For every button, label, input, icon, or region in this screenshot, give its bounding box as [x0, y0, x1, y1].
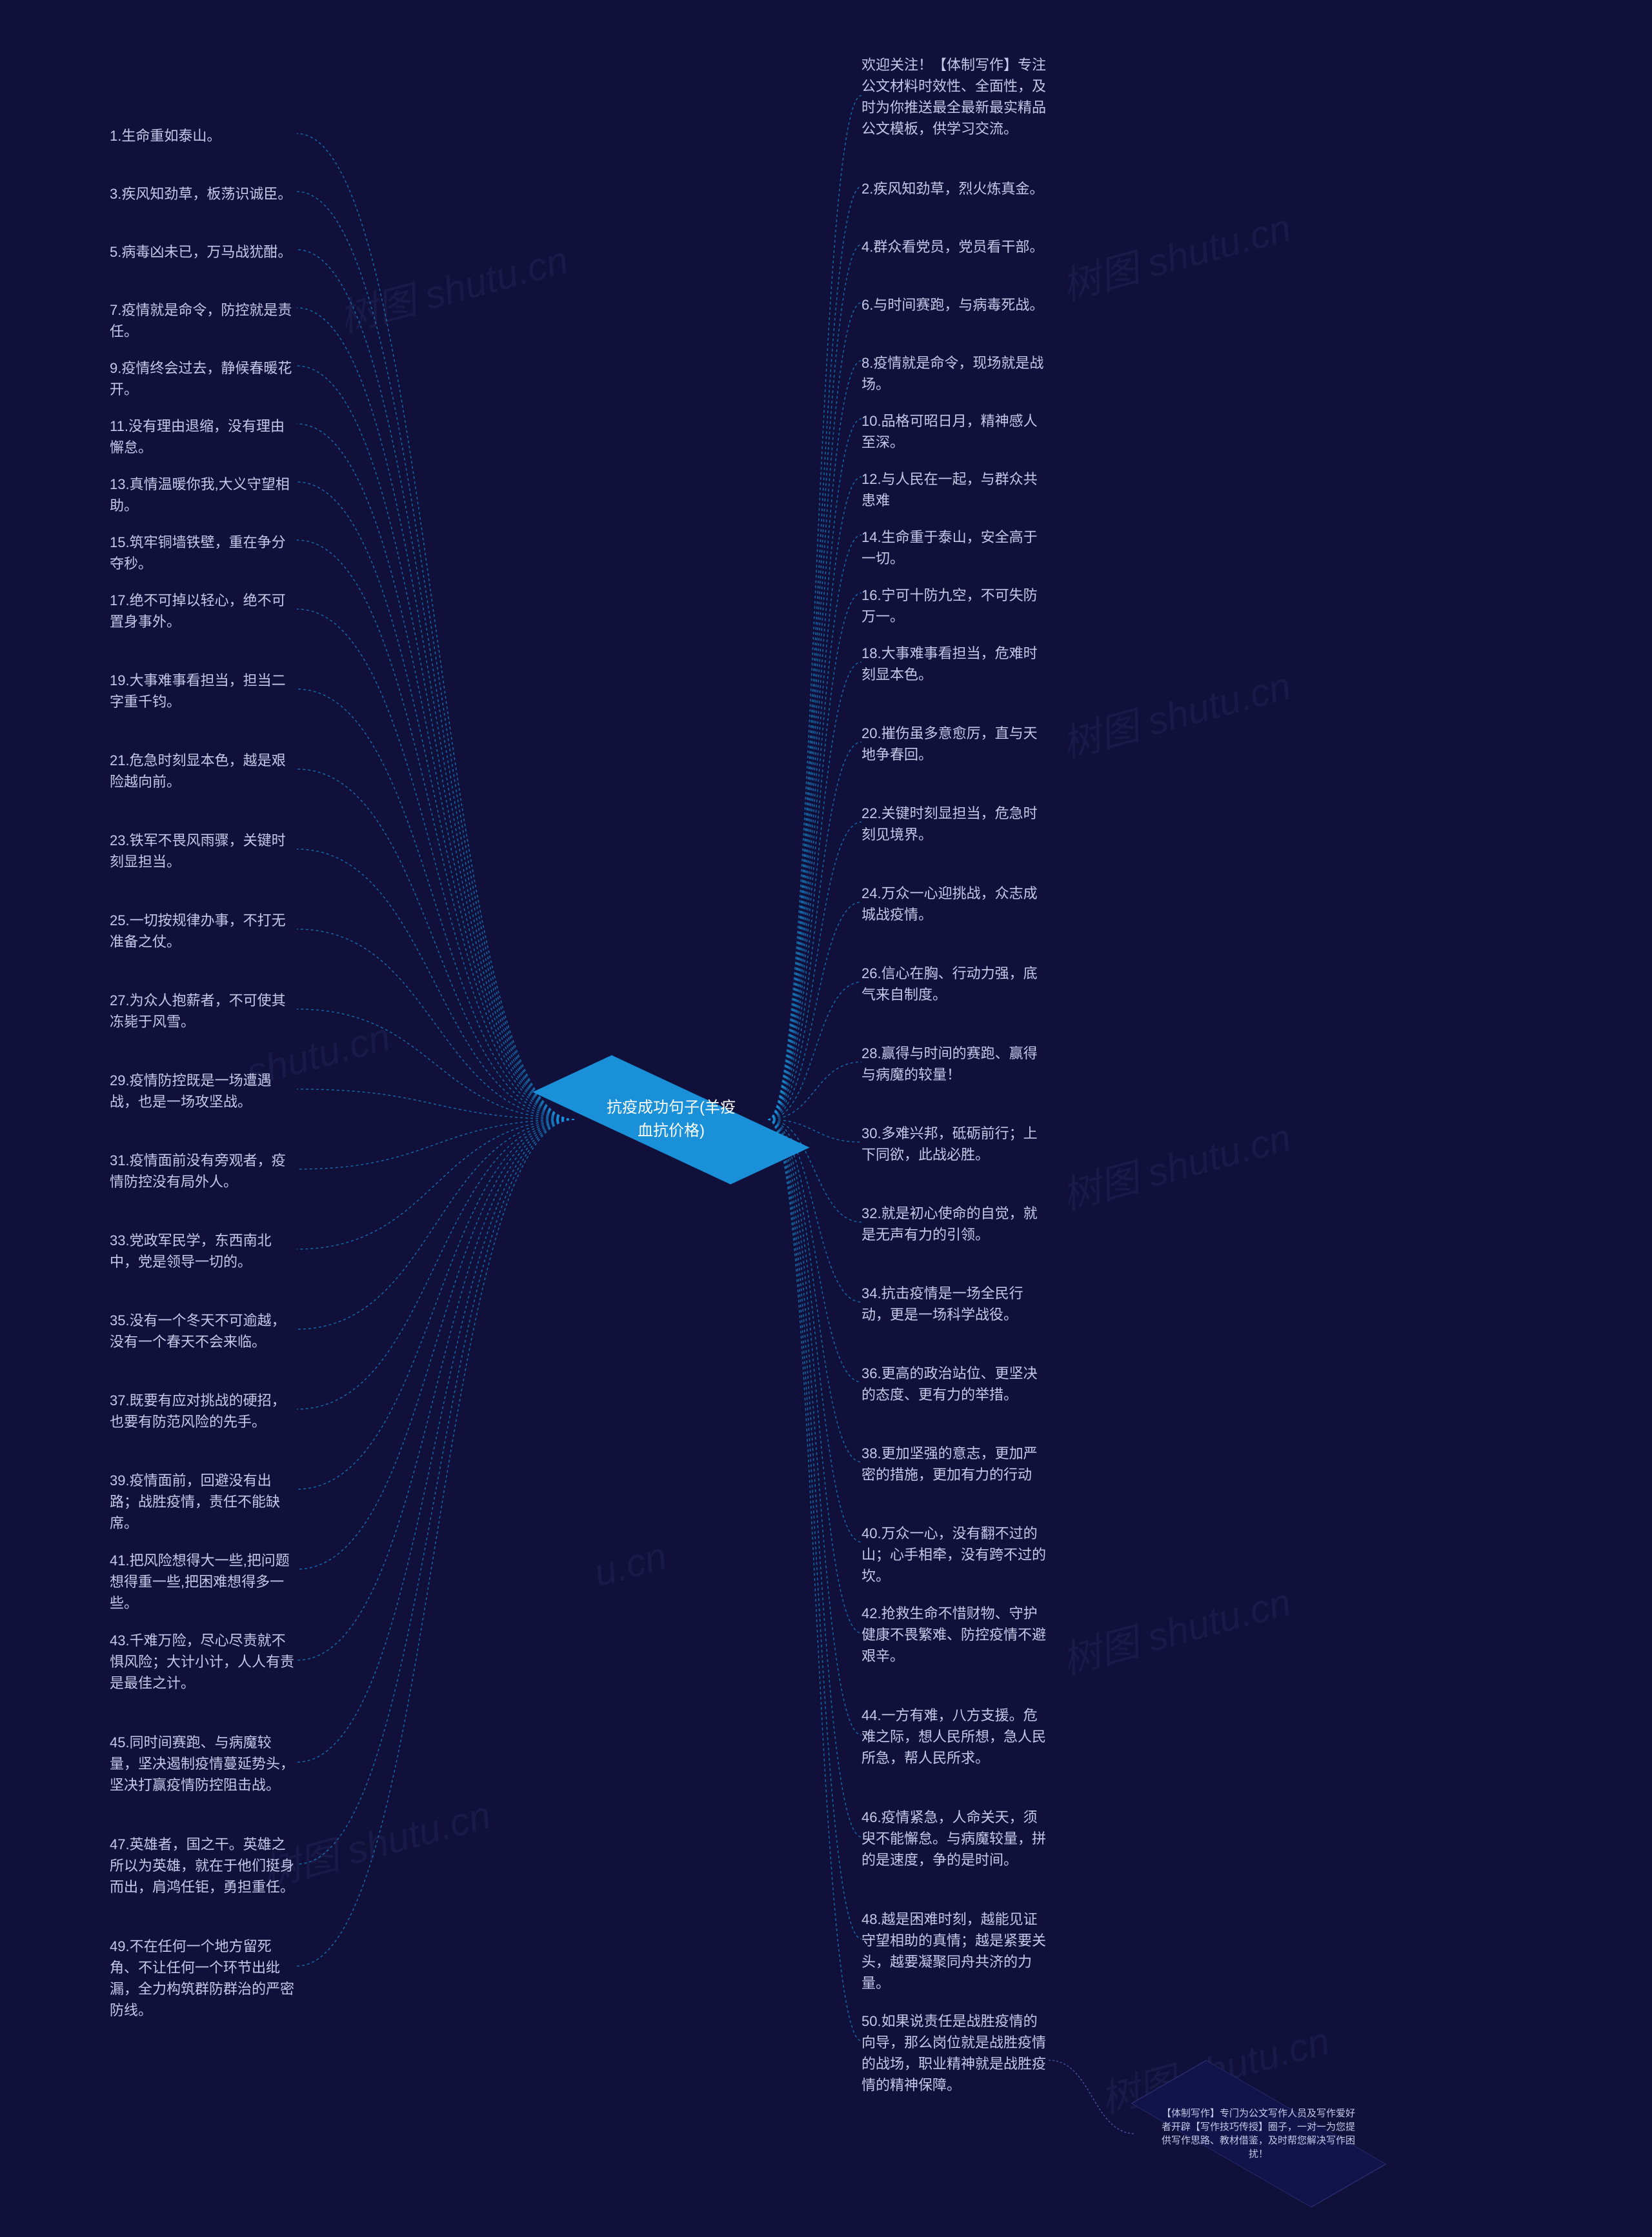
right-node: 2.疾风知劲草，烈火炼真金。: [861, 176, 1049, 202]
right-node: 6.与时间赛跑，与病毒死战。: [861, 292, 1049, 318]
right-node: 46.疫情紧急，人命关天，须臾不能懈怠。与病魔较量，拼的是速度，争的是时间。: [861, 1804, 1049, 1873]
right-node: 38.更加坚强的意志，更加严密的措施，更加有力的行动: [861, 1440, 1049, 1488]
left-node: 35.没有一个冬天不可逾越，没有一个春天不会来临。: [110, 1307, 297, 1355]
left-node: 39.疫情面前，回避没有出路；战胜疫情，责任不能缺席。: [110, 1467, 297, 1536]
watermark-text: 树图 shutu.cn: [1055, 1570, 1296, 1685]
footer-node: 【体制写作】专门为公文写作人员及写作爱好者开辟【写作技巧传授】圈子，一对一为您提…: [1136, 2085, 1381, 2182]
watermark-text: 树图 shutu.cn: [332, 228, 574, 343]
left-node: 7.疫情就是命令，防控就是责任。: [110, 297, 297, 345]
footer-text: 【体制写作】专门为公文写作人员及写作爱好者开辟【写作技巧传授】圈子，一对一为您提…: [1162, 2107, 1355, 2161]
right-node: 12.与人民在一起，与群众共患难: [861, 466, 1049, 514]
right-node: 32.就是初心使命的自觉，就是无声有力的引领。: [861, 1200, 1049, 1248]
left-node: 17.绝不可掉以轻心，绝不可置身事外。: [110, 587, 297, 635]
left-node: 27.为众人抱薪者，不可使其冻毙于风雪。: [110, 987, 297, 1035]
left-node: 45.同时间赛跑、与病魔较量，坚决遏制疫情蔓延势头，坚决打赢疫情防控阻击战。: [110, 1729, 297, 1798]
right-node: 28.赢得与时间的赛跑、赢得与病魔的较量！: [861, 1040, 1049, 1088]
right-node: 8.疫情就是命令，现场就是战场。: [861, 350, 1049, 397]
left-node: 21.危急时刻显本色，越是艰险越向前。: [110, 747, 297, 795]
left-node: 11.没有理由退缩，没有理由懈怠。: [110, 413, 297, 461]
right-node: 22.关键时刻显担当，危急时刻见境界。: [861, 800, 1049, 848]
right-node: 34.抗击疫情是一场全民行动，更是一场科学战役。: [861, 1280, 1049, 1328]
left-node: 15.筑牢铜墙铁壁，重在争分夺秒。: [110, 529, 297, 577]
right-node: 44.一方有难，八方支援。危难之际，想人民所想，急人民所急，帮人民所求。: [861, 1702, 1049, 1771]
right-node: 欢迎关注！【体制写作】专注公文材料时效性、全面性，及时为你推送最全最新最实精品公…: [861, 52, 1049, 142]
right-node: 50.如果说责任是战胜疫情的向导，那么岗位就是战胜疫情的战场，职业精神就是战胜疫…: [861, 2008, 1049, 2098]
left-node: 29.疫情防控既是一场遭遇战，也是一场攻坚战。: [110, 1067, 297, 1115]
left-node: 5.病毒凶未已，万马战犹酣。: [110, 239, 297, 265]
left-node: 3.疾风知劲草，板荡识诚臣。: [110, 181, 297, 207]
left-node: 23.铁军不畏风雨骤，关键时刻显担当。: [110, 827, 297, 875]
left-node: 13.真情温暖你我,大义守望相助。: [110, 471, 297, 519]
right-node: 10.品格可昭日月，精神感人至深。: [861, 408, 1049, 456]
right-node: 20.摧伤虽多意愈厉，直与天地争春回。: [861, 720, 1049, 768]
right-node: 24.万众一心迎挑战，众志成城战疫情。: [861, 880, 1049, 928]
left-node: 19.大事难事看担当，担当二字重千钧。: [110, 667, 297, 715]
left-node: 9.疫情终会过去，静候春暖花开。: [110, 355, 297, 403]
left-node: 41.把风险想得大一些,把问题想得重一些,把困难想得多一些。: [110, 1547, 297, 1616]
left-node: 49.不在任何一个地方留死角、不让任何一个环节出纰漏，全力构筑群防群治的严密防线…: [110, 1933, 297, 2023]
right-node: 26.信心在胸、行动力强，底气来自制度。: [861, 960, 1049, 1008]
right-node: 18.大事难事看担当，危难时刻显本色。: [861, 640, 1049, 688]
right-node: 4.群众看党员，党员看干部。: [861, 234, 1049, 260]
right-node: 42.抢救生命不惜财物、守护健康不畏繁难、防控疫情不避艰辛。: [861, 1600, 1049, 1669]
watermark-text: 树图 shutu.cn: [1055, 654, 1296, 769]
left-node: 1.生命重如泰山。: [110, 123, 297, 149]
right-node: 40.万众一心，没有翻不过的山；心手相牵，没有跨不过的坎。: [861, 1520, 1049, 1589]
right-node: 14.生命重于泰山，安全高于一切。: [861, 524, 1049, 572]
left-node: 37.既要有应对挑战的硬招，也要有防范风险的先手。: [110, 1387, 297, 1435]
watermark-text: u.cn: [589, 1533, 671, 1595]
left-node: 47.英雄者，国之干。英雄之所以为英雄，就在于他们挺身而出，肩鸿任钜，勇担重任。: [110, 1831, 297, 1900]
left-node: 25.一切按规律办事，不打无准备之仗。: [110, 907, 297, 955]
right-node: 36.更高的政治站位、更坚决的态度、更有力的举措。: [861, 1360, 1049, 1408]
watermark-text: 树图 shutu.cn: [1055, 196, 1296, 311]
left-node: 31.疫情面前没有旁观者，疫情防控没有局外人。: [110, 1147, 297, 1195]
center-title: 抗疫成功句子(羊疫血抗价格): [607, 1096, 736, 1143]
left-node: 43.千难万险，尽心尽责就不惧风险；大计小计，人人有责是最佳之计。: [110, 1627, 297, 1696]
right-node: 48.越是困难时刻，越能见证守望相助的真情；越是紧要关头，越要凝聚同舟共济的力量…: [861, 1906, 1049, 1996]
right-node: 30.多难兴邦，砥砺前行；上下同欲，此战必胜。: [861, 1120, 1049, 1168]
right-node: 16.宁可十防九空，不可失防万一。: [861, 582, 1049, 630]
watermark-text: 树图 shutu.cn: [1055, 1106, 1296, 1221]
center-node: 抗疫成功句子(羊疫血抗价格): [574, 1061, 768, 1178]
left-node: 33.党政军民学，东西南北中，党是领导一切的。: [110, 1227, 297, 1275]
